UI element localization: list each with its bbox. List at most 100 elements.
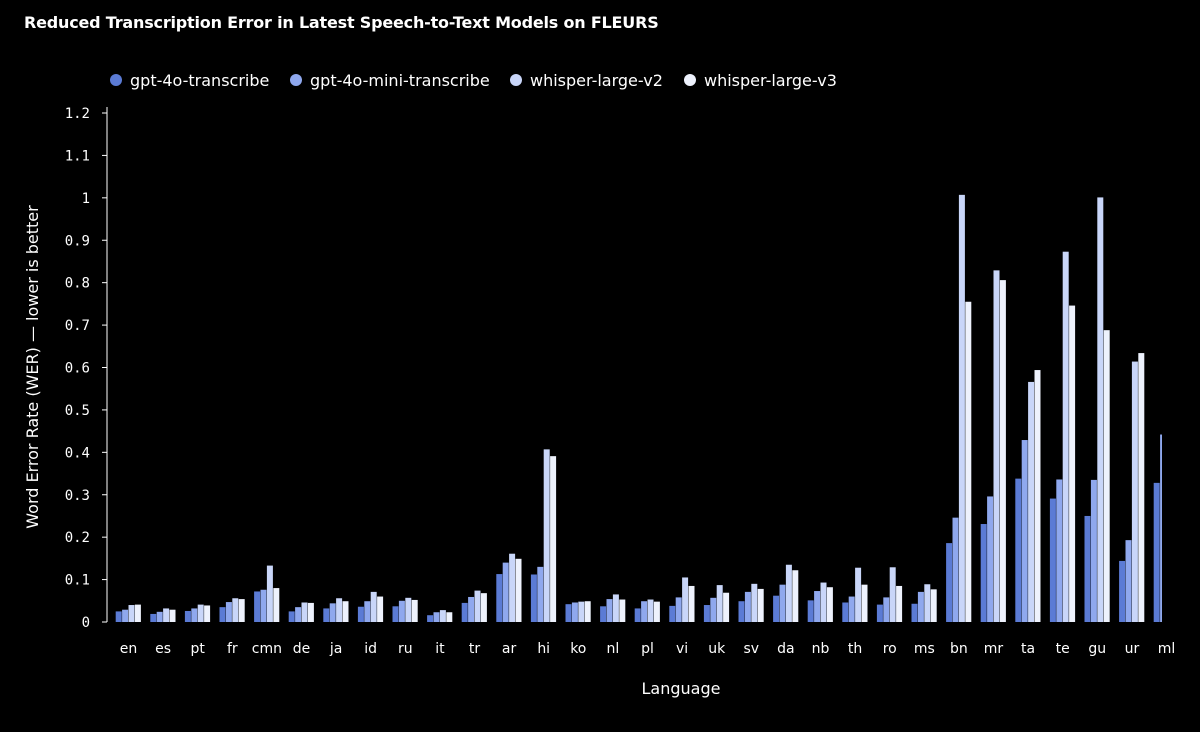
bar-bn-gpt-4o-mini-transcribe xyxy=(952,517,959,622)
bar-cmn-whisper-large-v3 xyxy=(273,588,280,622)
bar-ar-whisper-large-v3 xyxy=(515,558,522,622)
x-tick-label-nb: nb xyxy=(812,641,830,657)
bar-bn-whisper-large-v3 xyxy=(965,301,972,622)
legend-item-gpt-4o-transcribe: gpt-4o-transcribe xyxy=(110,71,269,90)
bar-uk-gpt-4o-mini-transcribe xyxy=(710,597,717,622)
bar-de-whisper-large-v2 xyxy=(301,602,308,622)
bar-mr-whisper-large-v2 xyxy=(993,270,1000,622)
bar-pt-whisper-large-v2 xyxy=(197,604,204,622)
x-tick-label-ko: ko xyxy=(570,641,586,657)
legend-swatch xyxy=(290,74,302,86)
bar-ja-whisper-large-v2 xyxy=(336,598,343,622)
y-tick-label: 0 xyxy=(82,615,90,631)
bar-es-gpt-4o-transcribe xyxy=(150,613,157,622)
x-tick-label-ml: ml xyxy=(1158,641,1176,657)
bar-da-gpt-4o-transcribe xyxy=(773,595,780,622)
y-tick-label: 0.9 xyxy=(65,233,90,249)
bar-fr-whisper-large-v2 xyxy=(232,598,239,622)
x-tick-label-ar: ar xyxy=(502,641,517,657)
bar-en-gpt-4o-transcribe xyxy=(115,611,122,622)
bar-en-whisper-large-v2 xyxy=(128,605,135,622)
bar-fr-whisper-large-v3 xyxy=(238,599,245,622)
bar-nl-gpt-4o-transcribe xyxy=(600,606,607,622)
bar-hi-gpt-4o-transcribe xyxy=(530,574,537,622)
x-tick-label-vi: vi xyxy=(676,641,688,657)
bar-ms-gpt-4o-mini-transcribe xyxy=(917,591,924,622)
bar-ms-gpt-4o-transcribe xyxy=(911,603,918,622)
legend-label: gpt-4o-transcribe xyxy=(130,71,269,90)
bar-uk-whisper-large-v2 xyxy=(716,585,723,622)
bar-tr-gpt-4o-mini-transcribe xyxy=(468,596,475,622)
y-tick-label: 0.4 xyxy=(65,445,90,461)
bar-bn-whisper-large-v2 xyxy=(958,194,965,623)
bar-pl-whisper-large-v2 xyxy=(647,599,654,622)
x-tick-label-hi: hi xyxy=(537,641,550,657)
bar-id-gpt-4o-transcribe xyxy=(357,606,364,622)
bar-pl-gpt-4o-mini-transcribe xyxy=(641,601,648,622)
bar-ja-gpt-4o-mini-transcribe xyxy=(329,603,336,622)
bar-ko-whisper-large-v2 xyxy=(578,601,585,622)
chart-title: Reduced Transcription Error in Latest Sp… xyxy=(24,13,659,32)
bar-vi-whisper-large-v2 xyxy=(682,577,689,622)
bar-th-whisper-large-v2 xyxy=(855,567,862,622)
x-tick-label-uk: uk xyxy=(708,641,726,657)
bar-sv-whisper-large-v2 xyxy=(751,583,758,622)
x-axis-title: Language xyxy=(642,679,721,698)
bar-uk-whisper-large-v3 xyxy=(723,592,730,622)
bar-ta-whisper-large-v3 xyxy=(1034,370,1041,622)
legend-item-whisper-large-v3: whisper-large-v3 xyxy=(684,71,837,90)
bar-ar-whisper-large-v2 xyxy=(509,553,516,622)
x-tick-label-cmn: cmn xyxy=(252,641,282,657)
bar-ml-gpt-4o-transcribe xyxy=(1153,482,1160,622)
bar-vi-whisper-large-v3 xyxy=(688,585,695,622)
legend-label: whisper-large-v3 xyxy=(704,71,837,90)
legend-swatch xyxy=(110,74,122,86)
bar-de-whisper-large-v3 xyxy=(307,602,314,622)
bar-pt-gpt-4o-mini-transcribe xyxy=(191,608,198,622)
bar-ml-gpt-4o-mini-transcribe xyxy=(1160,434,1162,622)
legend-label: gpt-4o-mini-transcribe xyxy=(310,71,490,90)
bar-nb-whisper-large-v2 xyxy=(820,582,827,622)
x-tick-label-nl: nl xyxy=(607,641,620,657)
bar-tr-whisper-large-v2 xyxy=(474,590,481,622)
bar-te-gpt-4o-mini-transcribe xyxy=(1056,479,1063,622)
bar-hi-gpt-4o-mini-transcribe xyxy=(537,566,544,622)
bar-ar-gpt-4o-transcribe xyxy=(496,574,503,622)
bar-tr-gpt-4o-transcribe xyxy=(461,602,468,622)
bars-group xyxy=(115,194,1173,623)
y-tick-label: 0.3 xyxy=(65,488,90,504)
bar-nl-whisper-large-v3 xyxy=(619,599,626,622)
x-tick-label-te: te xyxy=(1056,641,1070,657)
bar-pl-whisper-large-v3 xyxy=(653,601,660,622)
bar-ms-whisper-large-v3 xyxy=(930,589,937,622)
bar-mr-whisper-large-v3 xyxy=(999,280,1006,622)
x-tick-label-sv: sv xyxy=(744,641,760,657)
x-tick-label-it: it xyxy=(435,641,445,657)
bar-ro-whisper-large-v3 xyxy=(896,585,903,622)
bar-sv-gpt-4o-mini-transcribe xyxy=(744,591,751,622)
bar-nb-gpt-4o-mini-transcribe xyxy=(814,591,821,622)
x-tick-label-en: en xyxy=(120,641,138,657)
x-tick-label-pl: pl xyxy=(641,641,654,657)
bar-it-whisper-large-v3 xyxy=(446,612,453,622)
y-axis-title: Word Error Rate (WER) — lower is better xyxy=(23,205,42,529)
x-tick-label-ja: ja xyxy=(329,641,342,657)
bar-fr-gpt-4o-mini-transcribe xyxy=(225,602,232,622)
x-axis: en es pt fr cmn de ja id ru it tr ar hi ko nl pl vi uk sv d… xyxy=(120,641,1176,657)
bar-ta-whisper-large-v2 xyxy=(1028,381,1035,622)
legend-label: whisper-large-v2 xyxy=(530,71,663,90)
bar-ru-whisper-large-v3 xyxy=(411,599,418,622)
bar-ko-gpt-4o-transcribe xyxy=(565,604,572,622)
bar-cmn-gpt-4o-transcribe xyxy=(254,591,261,622)
bar-de-gpt-4o-transcribe xyxy=(288,611,295,622)
bar-th-gpt-4o-mini-transcribe xyxy=(848,596,855,622)
bar-pt-whisper-large-v3 xyxy=(204,605,211,622)
bar-ml-whisper-large-v2 xyxy=(1167,198,1173,622)
bar-ms-whisper-large-v2 xyxy=(924,584,931,622)
bar-tr-whisper-large-v3 xyxy=(480,593,487,622)
bar-sv-gpt-4o-transcribe xyxy=(738,601,745,622)
x-tick-label-th: th xyxy=(848,641,862,657)
bar-cmn-whisper-large-v2 xyxy=(266,565,273,622)
legend-item-gpt-4o-mini-transcribe: gpt-4o-mini-transcribe xyxy=(290,71,490,90)
bar-bn-gpt-4o-transcribe xyxy=(946,543,953,622)
